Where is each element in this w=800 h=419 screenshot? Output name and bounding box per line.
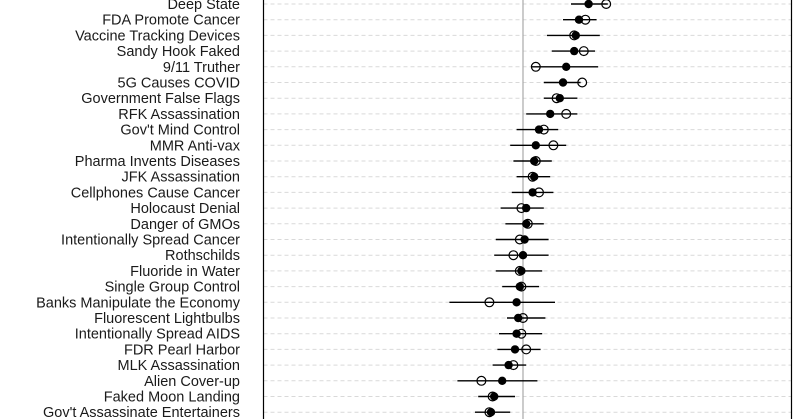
data-marks xyxy=(449,0,612,418)
filled-point xyxy=(530,172,539,181)
category-label: FDA Promote Cancer xyxy=(102,13,240,29)
category-label: JFK Assassination xyxy=(122,170,240,186)
filled-point xyxy=(515,282,524,291)
filled-point xyxy=(574,15,584,24)
filled-point xyxy=(546,109,555,119)
category-label: Alien Cover-up xyxy=(144,374,240,390)
filled-point xyxy=(520,235,529,244)
hollow-point xyxy=(578,46,589,57)
category-label: Fluoride in Water xyxy=(130,264,240,280)
category-label: Banks Manipulate the Economy xyxy=(36,295,241,311)
filled-point xyxy=(510,345,520,354)
filled-point xyxy=(518,251,528,260)
category-label: Danger of GMOs xyxy=(130,217,240,233)
hollow-point xyxy=(521,344,532,355)
filled-point xyxy=(498,376,507,385)
filled-point xyxy=(522,203,531,213)
hollow-point xyxy=(484,297,495,308)
filled-point xyxy=(558,78,568,87)
filled-point xyxy=(522,219,531,228)
category-label: MMR Anti-vax xyxy=(150,138,241,154)
filled-point xyxy=(486,408,496,417)
category-label: Fluorescent Lightbulbs xyxy=(94,311,240,327)
filled-point xyxy=(517,266,526,276)
hollow-point xyxy=(508,250,519,261)
category-label: Cellphones Cause Cancer xyxy=(71,185,240,201)
category-label: MLK Assassination xyxy=(117,358,240,374)
category-label: 5G Causes COVID xyxy=(118,76,241,92)
grid-lines xyxy=(263,3,792,413)
filled-point xyxy=(530,156,539,166)
hollow-point xyxy=(476,375,487,386)
category-label: Pharma Invents Diseases xyxy=(75,154,240,170)
category-label: Government False Flags xyxy=(81,91,240,107)
category-label: FDR Pearl Harbor xyxy=(124,342,240,358)
category-label: Sandy Hook Faked xyxy=(117,44,240,60)
filled-point xyxy=(555,94,564,103)
category-label: 9/11 Truther xyxy=(163,60,240,76)
filled-point xyxy=(514,313,523,323)
filled-point xyxy=(584,0,593,9)
category-label: Single Group Control xyxy=(105,280,240,296)
filled-point xyxy=(490,392,499,401)
filled-point xyxy=(562,62,571,71)
category-label: Intentionally Spread Cancer xyxy=(61,233,240,249)
filled-point xyxy=(531,141,540,150)
hollow-point xyxy=(577,77,588,88)
hollow-point xyxy=(561,108,572,119)
category-label: Intentionally Spread AIDS xyxy=(75,327,240,343)
filled-point xyxy=(512,298,521,307)
category-label: Holocaust Denial xyxy=(130,201,240,217)
hollow-point xyxy=(601,0,612,9)
hollow-point xyxy=(530,61,541,72)
category-label: Deep State xyxy=(167,0,240,13)
filled-point xyxy=(504,360,513,370)
category-label: RFK Assassination xyxy=(118,107,240,123)
filled-point xyxy=(512,329,521,338)
filled-point xyxy=(571,31,580,40)
category-label: Gov't Assassinate Entertainers xyxy=(43,405,240,419)
hollow-point xyxy=(548,140,559,151)
filled-point xyxy=(570,46,579,56)
filled-point xyxy=(528,188,537,197)
category-label: Gov't Mind Control xyxy=(120,123,240,139)
filled-point xyxy=(534,125,544,134)
category-label: Faked Moon Landing xyxy=(104,390,240,406)
category-label: Vaccine Tracking Devices xyxy=(75,28,240,44)
category-label: Rothschilds xyxy=(165,248,240,264)
